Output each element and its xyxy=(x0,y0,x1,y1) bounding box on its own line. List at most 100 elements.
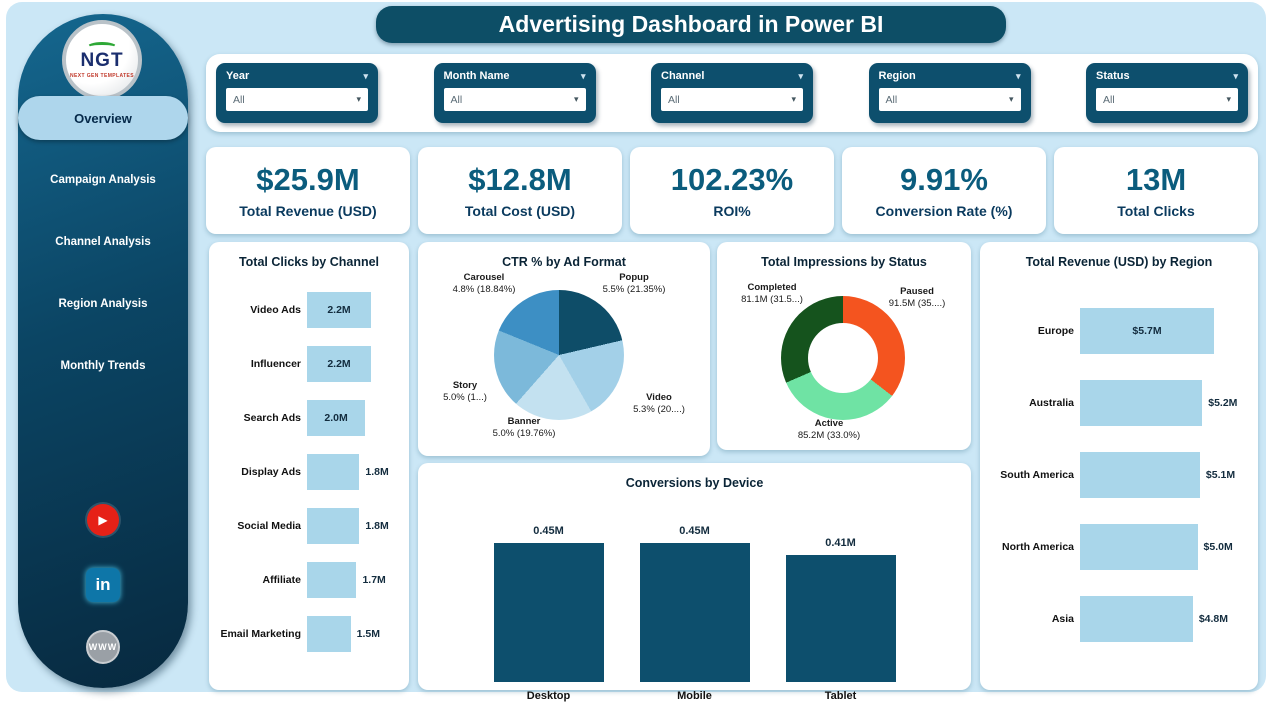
filter-region: Region ▾ All ▾ xyxy=(868,63,1031,123)
filter-year-select[interactable]: All ▾ xyxy=(226,88,368,111)
bar-chart-area: Europe $5.7M Australia $5.2M South America $5… xyxy=(980,295,1258,655)
bar-row: Affiliate 1.7M xyxy=(219,553,399,607)
bar-value-label: 0.41M xyxy=(825,537,856,550)
bar-value-label: 1.5M xyxy=(356,628,380,640)
kpi-label: Total Cost (USD) xyxy=(464,203,576,219)
pie-label-popup: Popup 5.5% (21.35%) xyxy=(602,272,666,295)
linkedin-icon[interactable]: in xyxy=(86,568,120,602)
bar[interactable] xyxy=(307,400,366,436)
filter-year: Year ▾ All ▾ xyxy=(216,63,378,123)
filter-region-select[interactable]: All ▾ xyxy=(878,88,1021,111)
filter-region-header[interactable]: Region ▾ xyxy=(879,70,1021,82)
filter-value: All xyxy=(233,93,245,106)
bar-track: 2.2M xyxy=(307,283,399,337)
filter-channel-select[interactable]: All ▾ xyxy=(661,88,803,111)
kpi-label: ROI% xyxy=(713,203,751,219)
bar[interactable] xyxy=(1080,596,1193,642)
bar-value-label: 1.8M xyxy=(365,466,389,478)
kpi-value: 102.23% xyxy=(670,162,794,197)
bar[interactable] xyxy=(307,562,357,598)
bar-chart-area: 0.45M Desktop 0.45M Mobile 0.41M Tablet xyxy=(418,506,971,702)
sidebar-item-overview[interactable]: Overview xyxy=(18,96,188,140)
filter-year-header[interactable]: Year ▾ xyxy=(226,70,368,82)
globe-icon[interactable]: WWW xyxy=(86,630,120,664)
donut-chart[interactable] xyxy=(781,296,905,420)
chart-title: CTR % by Ad Format xyxy=(502,255,626,269)
filter-bar: Year ▾ All ▾ Month Name ▾ All ▾ Channel … xyxy=(206,54,1258,132)
kpi-value: $25.9M xyxy=(256,162,360,197)
filter-value: All xyxy=(668,93,680,106)
kpi-value: 13M xyxy=(1125,162,1187,197)
kpi-label: Total Revenue (USD) xyxy=(239,203,377,219)
logo-subtext: NEXT GEN TEMPLATES xyxy=(69,72,135,79)
kpi-roi: 102.23% ROI% xyxy=(630,147,834,234)
bar[interactable] xyxy=(1080,380,1203,426)
bar[interactable] xyxy=(493,543,604,682)
bar[interactable] xyxy=(1080,524,1198,570)
chart-total-impressions-by-status: Total Impressions by Status Completed 81… xyxy=(717,242,971,450)
donut-label-completed: Completed 81.1M (31.5...) xyxy=(741,282,803,305)
logo-leaf-icon xyxy=(87,41,117,52)
bar-track: 2.0M xyxy=(307,391,399,445)
bar-category-label: Influencer xyxy=(250,358,301,370)
filter-value: All xyxy=(1103,93,1115,106)
bar-category-label: Video Ads xyxy=(250,304,301,316)
sidebar-item-monthly-trends[interactable]: Monthly Trends xyxy=(60,360,146,372)
bar-row: Influencer 2.2M xyxy=(219,337,399,391)
bar[interactable] xyxy=(307,508,360,544)
chart-title: Total Revenue (USD) by Region xyxy=(1025,255,1213,269)
sidebar-item-channel-analysis[interactable]: Channel Analysis xyxy=(55,236,151,248)
bar-track: 1.5M xyxy=(307,607,399,661)
bar-category-label: North America xyxy=(1002,541,1074,553)
bar-row: Asia $4.8M xyxy=(992,583,1246,655)
bar-group: 0.41M Tablet xyxy=(785,537,896,702)
dashboard-canvas: NGT NEXT GEN TEMPLATES Overview Campaign… xyxy=(6,2,1266,702)
bar[interactable] xyxy=(307,616,351,652)
bar-row: South America $5.1M xyxy=(992,439,1246,511)
bar-group: 0.45M Desktop xyxy=(493,525,604,702)
filter-label: Channel xyxy=(661,70,705,82)
bar-row: Search Ads 2.0M xyxy=(219,391,399,445)
filter-month-select[interactable]: All ▾ xyxy=(443,88,586,111)
pie-label-story: Story 5.0% (1...) xyxy=(443,380,487,403)
bar-track: 1.7M xyxy=(307,553,399,607)
bar-group: 0.45M Mobile xyxy=(639,525,750,702)
bar[interactable] xyxy=(639,543,750,682)
bar-value-label: $5.2M xyxy=(1208,397,1238,409)
sidebar-item-region-analysis[interactable]: Region Analysis xyxy=(58,298,148,310)
chart-title: Total Impressions by Status xyxy=(761,255,927,269)
bar[interactable] xyxy=(785,555,896,682)
bar-value-label: $5.1M xyxy=(1205,469,1236,481)
chart-total-revenue-by-region: Total Revenue (USD) by Region Europe $5.7… xyxy=(980,242,1258,690)
bar[interactable] xyxy=(307,346,371,382)
chevron-down-icon: ▾ xyxy=(791,94,796,104)
bar[interactable] xyxy=(1080,308,1214,354)
bar-row: North America $5.0M xyxy=(992,511,1246,583)
bar-category-label: Social Media xyxy=(237,520,301,532)
chart-ctr-by-ad-format: CTR % by Ad Format Carousel 4.8% (18.84%… xyxy=(418,242,710,456)
bar[interactable] xyxy=(307,454,360,490)
youtube-icon[interactable]: ▶ xyxy=(87,504,119,536)
page-title: Advertising Dashboard in Power BI xyxy=(376,6,1006,43)
bar-category-label: Desktop xyxy=(526,690,571,702)
bar-category-label: Email Marketing xyxy=(220,628,301,640)
bar[interactable] xyxy=(307,292,371,328)
sidebar-item-campaign-analysis[interactable]: Campaign Analysis xyxy=(50,174,156,186)
filter-status-header[interactable]: Status ▾ xyxy=(1096,70,1238,82)
filter-status-select[interactable]: All ▾ xyxy=(1096,88,1238,111)
filter-label: Month Name xyxy=(443,70,510,82)
bar-value-label: 2.0M xyxy=(324,412,348,424)
bar-track: 1.8M xyxy=(307,445,399,499)
bar-track: $5.2M xyxy=(1080,367,1246,439)
bar-value-label: 1.8M xyxy=(365,520,389,532)
filter-label: Status xyxy=(1096,70,1130,82)
filter-month-header[interactable]: Month Name ▾ xyxy=(444,70,586,82)
bar[interactable] xyxy=(1080,452,1200,498)
kpi-total-cost: $12.8M Total Cost (USD) xyxy=(418,147,622,234)
bar-value-label: $4.8M xyxy=(1198,613,1229,625)
ngt-logo: NGT NEXT GEN TEMPLATES xyxy=(62,20,142,100)
pie-chart[interactable] xyxy=(494,290,624,420)
filter-channel-header[interactable]: Channel ▾ xyxy=(661,70,803,82)
filter-label: Region xyxy=(878,70,916,82)
bar-chart-area: Video Ads 2.2M Influencer 2.2M Search Ads 2.0… xyxy=(209,283,409,661)
